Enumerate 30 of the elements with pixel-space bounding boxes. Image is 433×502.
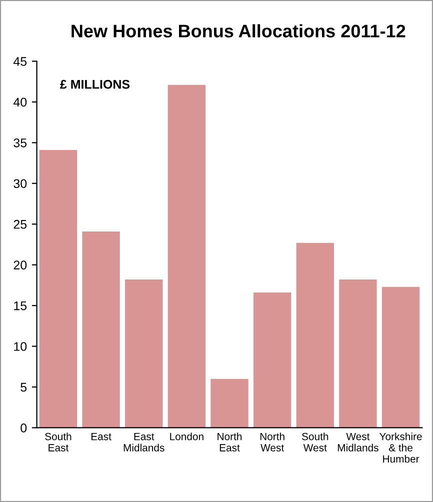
y-tick-label: 25 xyxy=(14,220,27,229)
y-tick-label: 30 xyxy=(14,179,27,188)
annotation: £ MILLIONS xyxy=(60,80,130,89)
x-tick-label: London xyxy=(170,432,204,440)
y-tick-label: 20 xyxy=(14,260,27,270)
x-tick-label: East xyxy=(91,432,112,440)
x-tick-label: Yorkshire & the Humber xyxy=(379,432,422,463)
chart-title: New Homes Bonus Allocations 2011-12 xyxy=(72,24,406,38)
x-tick-label: North West xyxy=(260,432,284,452)
bar xyxy=(339,279,377,428)
bar xyxy=(253,292,292,428)
bar xyxy=(210,378,248,428)
bar xyxy=(82,231,120,428)
y-tick-label: 5 xyxy=(20,382,27,392)
bar xyxy=(382,286,420,428)
bar xyxy=(125,279,163,428)
bar xyxy=(296,242,334,428)
x-tick-label: South East xyxy=(45,432,72,452)
y-tick-label: 0 xyxy=(20,424,27,432)
y-tick-label: 35 xyxy=(14,138,27,148)
x-tick-label: East Midlands xyxy=(124,432,164,452)
y-tick-label: 15 xyxy=(14,301,27,310)
bar xyxy=(39,150,78,428)
x-tick-label: South West xyxy=(302,432,328,452)
bar xyxy=(168,84,206,428)
y-tick-label: 10 xyxy=(14,342,27,351)
x-tick-label: West Midlands xyxy=(338,432,378,452)
y-tick-label: 45 xyxy=(13,57,27,66)
y-tick-label: 40 xyxy=(13,98,27,107)
x-tick-label: North East xyxy=(218,432,242,452)
